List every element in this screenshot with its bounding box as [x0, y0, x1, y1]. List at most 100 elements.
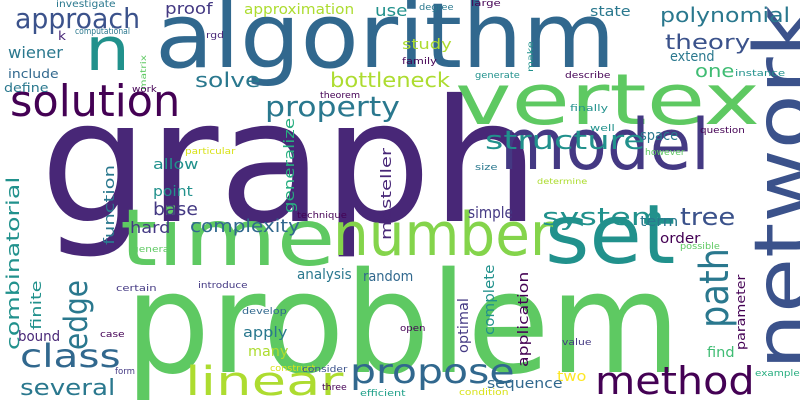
word-one: one [695, 61, 735, 82]
word-develop: develop [242, 307, 287, 317]
word-algorithm: algorithm [155, 0, 616, 89]
word-path: path [692, 248, 738, 328]
word-propose: propose [350, 352, 515, 392]
word-determine: determine [537, 177, 588, 186]
word-extend: extend [670, 49, 715, 65]
word-linear: linear [185, 359, 344, 400]
word-two: two [557, 369, 587, 385]
word-model: model [500, 104, 710, 186]
word-many: many [248, 344, 289, 360]
word-include: include [8, 67, 59, 81]
word-bound: bound [18, 329, 61, 345]
word-n: n [85, 15, 131, 85]
word-size: size [475, 163, 498, 173]
word-network: network [739, 5, 800, 370]
word-bottleneck: bottleneck [330, 68, 451, 92]
word-combinatorial: combinatorial [3, 176, 24, 350]
word-state: state [590, 4, 631, 20]
word-graph: graph [40, 64, 540, 262]
word-solution: solution [10, 76, 181, 127]
word-complete: complete [482, 264, 498, 335]
word-set: set [545, 188, 676, 283]
word-random: random [363, 269, 414, 285]
word-open: open [400, 324, 426, 334]
word-parameter: parameter [734, 274, 748, 350]
word-analysis: analysis [297, 267, 352, 283]
word-degree: degree [419, 3, 454, 13]
word-several: several [20, 376, 116, 400]
word-application: application [516, 271, 532, 367]
word-instance: instance [735, 69, 786, 79]
word-possible: possible [680, 242, 720, 252]
word-solve: solve [195, 68, 261, 92]
word-consider: consider [302, 365, 348, 375]
word-mosteller: mosteller [379, 147, 395, 240]
word-define: define [4, 81, 49, 95]
word-term: term [640, 214, 679, 230]
word-describe: describe [565, 71, 611, 81]
word-number: number [333, 200, 554, 270]
word-generalize: generalize [282, 117, 298, 213]
word-rgd: rgd [206, 31, 224, 41]
word-approximation: approximation [244, 2, 355, 18]
word-optimal: optimal [456, 298, 472, 353]
word-theorem: theorem [320, 91, 361, 101]
word-system: system [542, 203, 664, 231]
word-example: example [755, 369, 800, 379]
word-efficient: efficient [360, 389, 406, 399]
word-case: case [100, 330, 125, 340]
word-allow: allow [153, 157, 199, 173]
word-however: however [645, 148, 685, 158]
word-vertex: vertex [455, 59, 761, 141]
word-study: study [402, 37, 452, 53]
word-sequence: sequence [487, 376, 563, 392]
word-value: value [562, 338, 592, 348]
word-method: method [595, 359, 755, 400]
word-three: three [322, 383, 347, 393]
word-problem: problem [125, 243, 681, 400]
word-class: class [20, 337, 121, 375]
word-question: question [700, 126, 745, 136]
word-approach: approach [15, 2, 141, 35]
word-function: function [102, 164, 118, 245]
word-finite: finite [29, 280, 45, 330]
word-technique: technique [297, 211, 347, 221]
word-simple: simple [468, 203, 513, 222]
word-form: form [115, 367, 135, 377]
word-use: use [375, 1, 408, 20]
word-large: large [471, 0, 501, 9]
word-proof: proof [165, 0, 213, 18]
word-k: k [58, 29, 66, 43]
word-point: point [153, 184, 193, 200]
word-space: space [640, 128, 679, 144]
word-time: time [120, 194, 336, 284]
word-investigate: investigate [56, 0, 116, 10]
word-edge: edge [57, 280, 95, 350]
word-computational: computational [75, 27, 130, 37]
word-finally: finally [570, 104, 609, 114]
word-polynomial: polynomial [660, 3, 791, 27]
word-complexity: complexity [190, 216, 300, 237]
word-well: well [590, 124, 615, 134]
word-condition: condition [459, 388, 509, 398]
word-construct: construct [270, 364, 316, 374]
word-family: family [402, 57, 437, 67]
word-particular: particular [185, 147, 236, 157]
word-theory: theory [665, 30, 751, 54]
word-hard: hard [130, 218, 171, 237]
word-find: find [707, 345, 735, 361]
word-generate: generate [475, 71, 520, 81]
word-general: general [132, 245, 173, 255]
word-order: order [660, 231, 701, 247]
word-make: make [526, 41, 535, 72]
word-structure: structure [485, 126, 646, 156]
word-wiener: wiener [8, 43, 63, 62]
word-tree: tree [680, 203, 736, 231]
word-certain: certain [116, 284, 157, 294]
word-apply: apply [243, 325, 288, 341]
word-work: work [132, 85, 157, 95]
word-base: base [153, 199, 198, 220]
word-property: property [265, 90, 400, 123]
word-introduce: introduce [198, 281, 248, 291]
